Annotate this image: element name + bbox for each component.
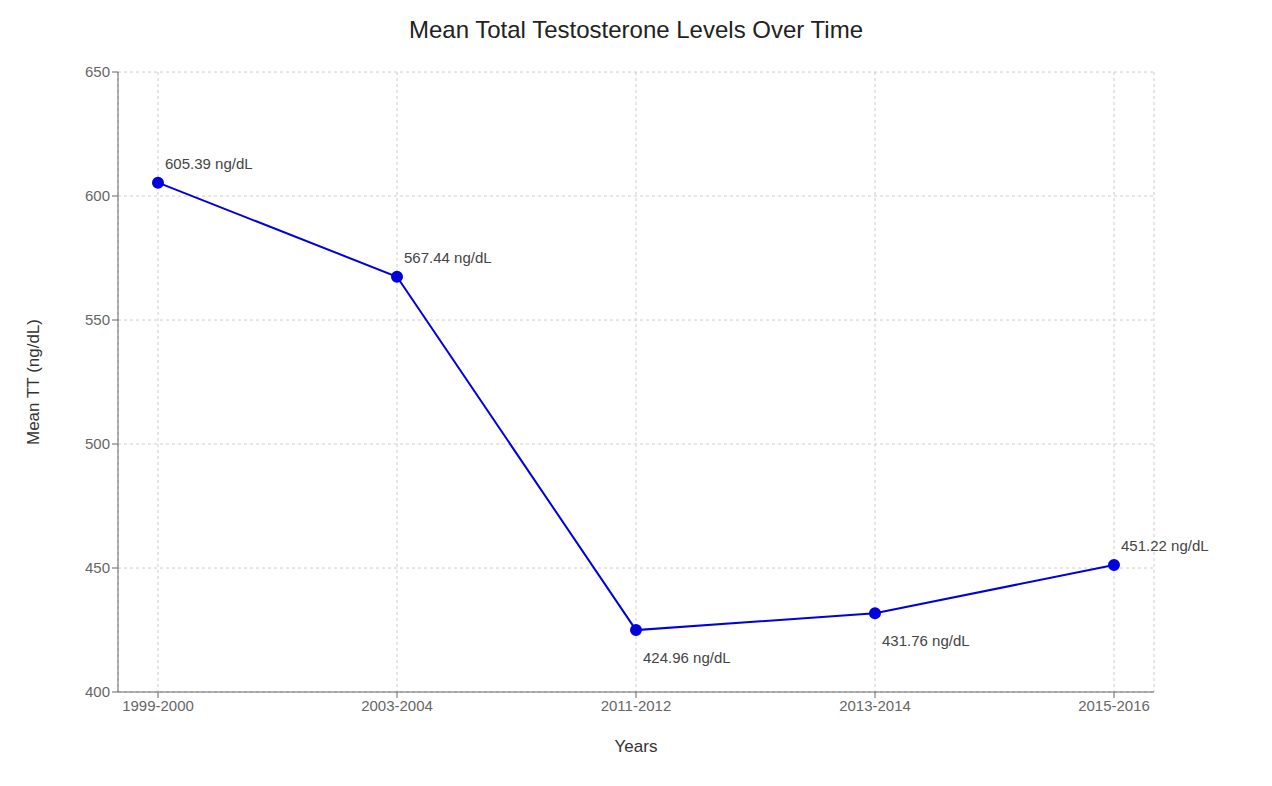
svg-text:605.39 ng/dL: 605.39 ng/dL [165,155,253,172]
svg-text:2013-2014: 2013-2014 [839,697,911,714]
svg-text:650: 650 [85,63,110,80]
svg-text:Mean TT (ng/dL): Mean TT (ng/dL) [24,319,43,445]
svg-text:451.22 ng/dL: 451.22 ng/dL [1121,537,1209,554]
svg-text:2015-2016: 2015-2016 [1078,697,1150,714]
svg-text:500: 500 [85,435,110,452]
svg-text:2011-2012: 2011-2012 [601,697,672,714]
svg-text:Years: Years [615,737,658,756]
svg-text:567.44 ng/dL: 567.44 ng/dL [404,249,492,266]
svg-text:450: 450 [85,559,110,576]
svg-text:424.96 ng/dL: 424.96 ng/dL [643,649,731,666]
html-text:Mean Total Testosterone Levels: Mean Total Testosterone Levels Over Time [409,16,863,43]
svg-text:431.76 ng/dL: 431.76 ng/dL [882,632,970,649]
svg-text:550: 550 [85,311,110,328]
svg-text:400: 400 [85,683,110,700]
svg-text:2003-2004: 2003-2004 [361,697,433,714]
svg-text:1999-2000: 1999-2000 [122,697,194,714]
svg-text:600: 600 [85,187,110,204]
